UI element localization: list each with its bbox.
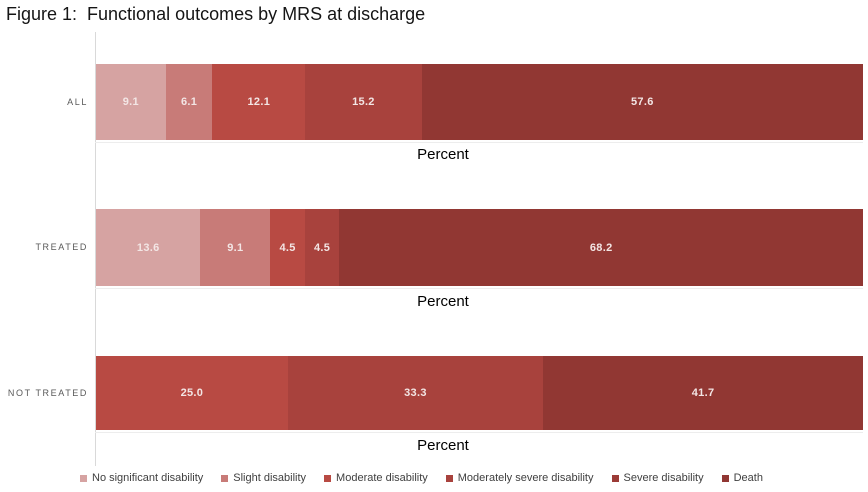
legend: No significant disability Slight disabili… [80, 472, 763, 484]
legend-item: No significant disability [80, 472, 203, 484]
legend-swatch-icon [721, 474, 729, 482]
legend-swatch-icon [221, 474, 229, 482]
segment-value-label: 9.1 [122, 96, 139, 108]
category-label-treated: TREATED [35, 242, 88, 252]
axis-title-percent-all: Percent [417, 146, 469, 163]
bar-segment: 15.2 [305, 64, 422, 140]
segment-value-label: 13.6 [136, 241, 160, 254]
legend-swatch-icon [80, 474, 87, 482]
legend-label: Moderate disability [336, 472, 428, 484]
axis-title-percent-not-treated: Percent [417, 437, 469, 454]
bar-segment: 57.6 [421, 64, 863, 140]
segment-value-label: 4.5 [314, 241, 331, 254]
x-axis-line-not-treated [95, 432, 863, 433]
segment-value-label: 15.2 [352, 96, 375, 108]
legend-swatch-icon [324, 474, 332, 482]
segment-value-label: 33.3 [404, 387, 427, 399]
x-axis-line-treated [95, 288, 863, 289]
segment-value-label: 4.5 [279, 241, 296, 254]
legend-label: Moderately severe disability [457, 472, 594, 484]
figure-title: Figure 1: Functional outcomes by MRS at … [6, 4, 426, 24]
segment-value-label: 57.6 [631, 96, 654, 108]
category-label-not-treated: NOT TREATED [7, 388, 88, 398]
legend-item: Severe disability [611, 472, 704, 484]
legend-item: Death [721, 472, 763, 484]
bar-segment: 9.1 [200, 209, 271, 286]
legend-label: Death [733, 472, 763, 484]
legend-swatch-icon [611, 474, 619, 482]
legend-label: No significant disability [92, 472, 204, 484]
segment-value-label: 41.7 [691, 387, 715, 399]
legend-item: Moderate disability [324, 472, 428, 484]
bar-segment: 4.5 [270, 209, 305, 286]
axis-title-percent-treated: Percent [417, 293, 469, 310]
y-axis-line [95, 32, 96, 466]
bar-segment: 6.1 [165, 64, 213, 140]
segment-value-label: 9.1 [227, 241, 244, 254]
bar-segment: 13.6 [96, 209, 201, 286]
legend-label: Severe disability [623, 472, 704, 484]
stacked-bar-not-treated: 25.0 33.3 41.7 [96, 356, 863, 430]
bar-segment: 33.3 [287, 356, 544, 430]
bar-segment: 41.7 [543, 356, 863, 430]
stacked-bar-all: 9.1 6.1 12.1 15.2 57.6 [96, 64, 863, 140]
bar-segment: 68.2 [339, 209, 863, 286]
category-label-all: ALL [67, 97, 88, 107]
legend-item: Moderately severe disability [445, 472, 594, 484]
legend-label: Slight disability [233, 472, 307, 484]
stacked-bar-treated: 13.6 9.1 4.5 4.5 68.2 [96, 209, 863, 286]
segment-value-label: 25.0 [180, 387, 204, 399]
bar-segment: 4.5 [304, 209, 340, 286]
legend-swatch-icon [445, 474, 453, 482]
bar-segment: 9.1 [96, 64, 166, 140]
legend-item: Slight disability [221, 472, 306, 484]
segment-value-label: 12.1 [247, 96, 271, 108]
segment-value-label: 6.1 [181, 96, 198, 108]
segment-value-label: 68.2 [589, 241, 613, 254]
bar-segment: 25.0 [96, 356, 288, 430]
x-axis-line-all [95, 142, 863, 143]
bar-segment: 12.1 [212, 64, 306, 140]
